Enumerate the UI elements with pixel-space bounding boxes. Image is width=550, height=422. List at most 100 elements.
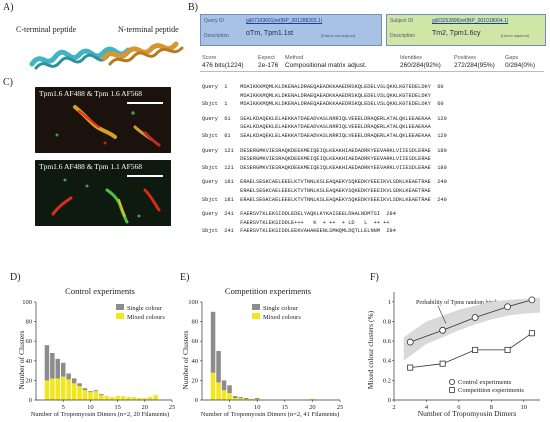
stats-positives-header: Positives bbox=[454, 55, 477, 61]
subject-line: Sbjct 181 ERAELSEGKCAELEEELKTVTNNLKSLEAQ… bbox=[202, 196, 447, 203]
subject-desc-value: Tm2, Tpm1.6cy bbox=[432, 30, 481, 37]
helix-teal bbox=[29, 46, 131, 70]
micrograph-bottom-title: Tpm1.6 AF488 & Tpm 1.1 AF568 bbox=[39, 162, 143, 171]
x-axis-label: Number of Tropomyosin Dimers bbox=[418, 409, 517, 418]
control-histogram: Control experiments Number of Clusters N… bbox=[17, 286, 175, 418]
stats-method-value: Compositional matrix adjust. bbox=[285, 62, 367, 69]
bar bbox=[137, 398, 142, 400]
stats-expect-header: Expect bbox=[258, 55, 275, 61]
data-point bbox=[439, 326, 447, 334]
legend-swatch-single bbox=[116, 304, 124, 310]
bar bbox=[227, 385, 232, 394]
x-tick-label: 15 bbox=[282, 404, 289, 411]
micrograph-bottom: Tpm1.6 AF488 & Tpm 1.1 AF568 bbox=[35, 160, 171, 226]
stats-positives-value: 272/284(95%) bbox=[454, 62, 495, 69]
bar bbox=[221, 380, 227, 391]
y-tick-label: 0.2 bbox=[383, 377, 391, 384]
subject-box: Subject ID gi|63252896|ref|NP_001018004.… bbox=[386, 14, 546, 46]
query-desc-label: Description bbox=[204, 33, 230, 39]
alignment-block: Query 121 DESERGMKVIESRAQKDEEKMEIQEIQLKE… bbox=[202, 147, 447, 173]
x-tick-label: 20 bbox=[309, 404, 316, 411]
stats-identities-header: Identities bbox=[400, 55, 423, 61]
match-line: MDAIKKKMQMLKLDKENALDRAEQAEADKKAAEDRSKQLE… bbox=[202, 92, 431, 99]
subject-desc-label: Description bbox=[390, 33, 416, 39]
stats-score-value: 476 bits(1224) bbox=[202, 62, 244, 69]
x-tick-label: 6 bbox=[457, 404, 461, 411]
bar bbox=[71, 378, 77, 384]
data-point bbox=[439, 360, 446, 367]
bar bbox=[227, 393, 232, 400]
x-tick-label: 5 bbox=[228, 404, 231, 411]
stats-expect-value: 2e-176 bbox=[258, 62, 279, 69]
legend-label-single: Single colour bbox=[127, 305, 163, 312]
bar bbox=[148, 397, 153, 400]
data-point bbox=[406, 338, 414, 346]
y-tick-label: 0 bbox=[29, 397, 32, 404]
chart-title: Control experiments bbox=[65, 286, 135, 296]
bar bbox=[88, 391, 93, 393]
x-tick-label: 5 bbox=[62, 404, 65, 411]
stats-gaps-value: 0/284(0%) bbox=[505, 62, 535, 69]
y-tick-label: 80 bbox=[26, 319, 33, 326]
bar bbox=[310, 399, 315, 400]
y-tick-label: 0.4 bbox=[383, 358, 392, 365]
legend-label-mixed: Mixed colours bbox=[127, 314, 165, 321]
x-tick-label: 20 bbox=[142, 404, 149, 411]
bar bbox=[210, 372, 216, 400]
y-tick-label: 0.6 bbox=[383, 338, 392, 345]
chart-legend: Single colour Mixed colours bbox=[252, 304, 301, 321]
bar bbox=[120, 396, 126, 400]
x-tick-label: 2 bbox=[392, 404, 395, 411]
bar bbox=[99, 395, 104, 400]
query-line: Query 61 SEALKDAQEKLELAEKKATDAEADVASLNRR… bbox=[202, 115, 447, 122]
y-tick-label: 20 bbox=[192, 377, 199, 384]
bar bbox=[216, 351, 221, 383]
bar bbox=[50, 353, 55, 379]
scale-bar bbox=[127, 102, 163, 104]
query-desc-value: αTm, Tpm1.1st bbox=[246, 30, 294, 37]
bar bbox=[254, 399, 260, 400]
data-point bbox=[504, 303, 511, 311]
bar bbox=[77, 383, 82, 387]
legend-swatch-mixed bbox=[116, 313, 124, 319]
mixed-colour-line-chart: Mixed colour clusters (%) Number of Trop… bbox=[366, 292, 540, 418]
data-point bbox=[407, 364, 414, 371]
y-tick-label: 40 bbox=[192, 358, 199, 365]
query-box: Query ID gi|67169601|ref|NP_001288265.1|… bbox=[200, 14, 382, 46]
coiled-coil-structure bbox=[29, 41, 184, 70]
bar bbox=[238, 398, 243, 400]
bar bbox=[50, 378, 55, 400]
bar bbox=[93, 390, 99, 392]
stats-divider bbox=[200, 71, 544, 72]
query-line: Query 181 ERAELSEGKCAELEEELKTVTNNLKSLEAQ… bbox=[202, 179, 447, 186]
scale-bar bbox=[127, 175, 163, 177]
alignment-block: Query 181 ERAELSEGKCAELEEELKTVTNNLKSLEAQ… bbox=[202, 178, 447, 204]
query-id-link[interactable]: gi|67169601|ref|NP_001288265.1| bbox=[246, 18, 323, 24]
query-line: Query 241 FAERSVTKLEKSIDDLEDELYAQKLKYKAI… bbox=[202, 211, 396, 218]
bar bbox=[249, 399, 254, 400]
chart-title: Competition experiments bbox=[225, 286, 311, 296]
bar bbox=[77, 386, 82, 400]
query-line: Query 121 DESERGMKVIESRAQKDEEKMEIQEIQLKE… bbox=[202, 147, 447, 154]
legend-label: Competition experiments bbox=[458, 387, 524, 394]
y-axis-label: Number of Clusters bbox=[181, 330, 190, 389]
y-tick-label: 0 bbox=[388, 397, 391, 404]
y-tick-label: 60 bbox=[26, 338, 33, 345]
bar bbox=[131, 397, 137, 400]
bar bbox=[55, 358, 60, 379]
bar bbox=[238, 397, 243, 399]
data-point bbox=[472, 346, 479, 353]
micrograph-top: Tpm1.6 AF488 & Tpm 1.6 AF568 bbox=[35, 87, 171, 153]
x-tick-label: 4 bbox=[425, 404, 429, 411]
panel-d-label: D) bbox=[10, 272, 21, 283]
x-tick-label: 10 bbox=[87, 404, 94, 411]
subject-id-link[interactable]: gi|63252896|ref|NP_001018004.1| bbox=[432, 18, 509, 24]
query-line: Query 1 MDAIKKKMQMLKLDKENALDRAEQAEADKKAA… bbox=[202, 84, 444, 90]
legend-marker bbox=[449, 387, 455, 393]
subject-line: Sbjct 121 DESERGMKVIESRAQKDEEKMEIQEIQLKE… bbox=[202, 164, 447, 171]
competition-histogram: Competition experiments Number of Cluste… bbox=[181, 286, 343, 418]
data-point bbox=[504, 346, 511, 353]
legend-swatch-single bbox=[252, 304, 260, 310]
y-tick-label: 0.8 bbox=[383, 318, 391, 325]
subject-line: Sbjct 241 FAERSVTKLEKSIDDLEEKVAHAKEENLSM… bbox=[202, 228, 396, 235]
